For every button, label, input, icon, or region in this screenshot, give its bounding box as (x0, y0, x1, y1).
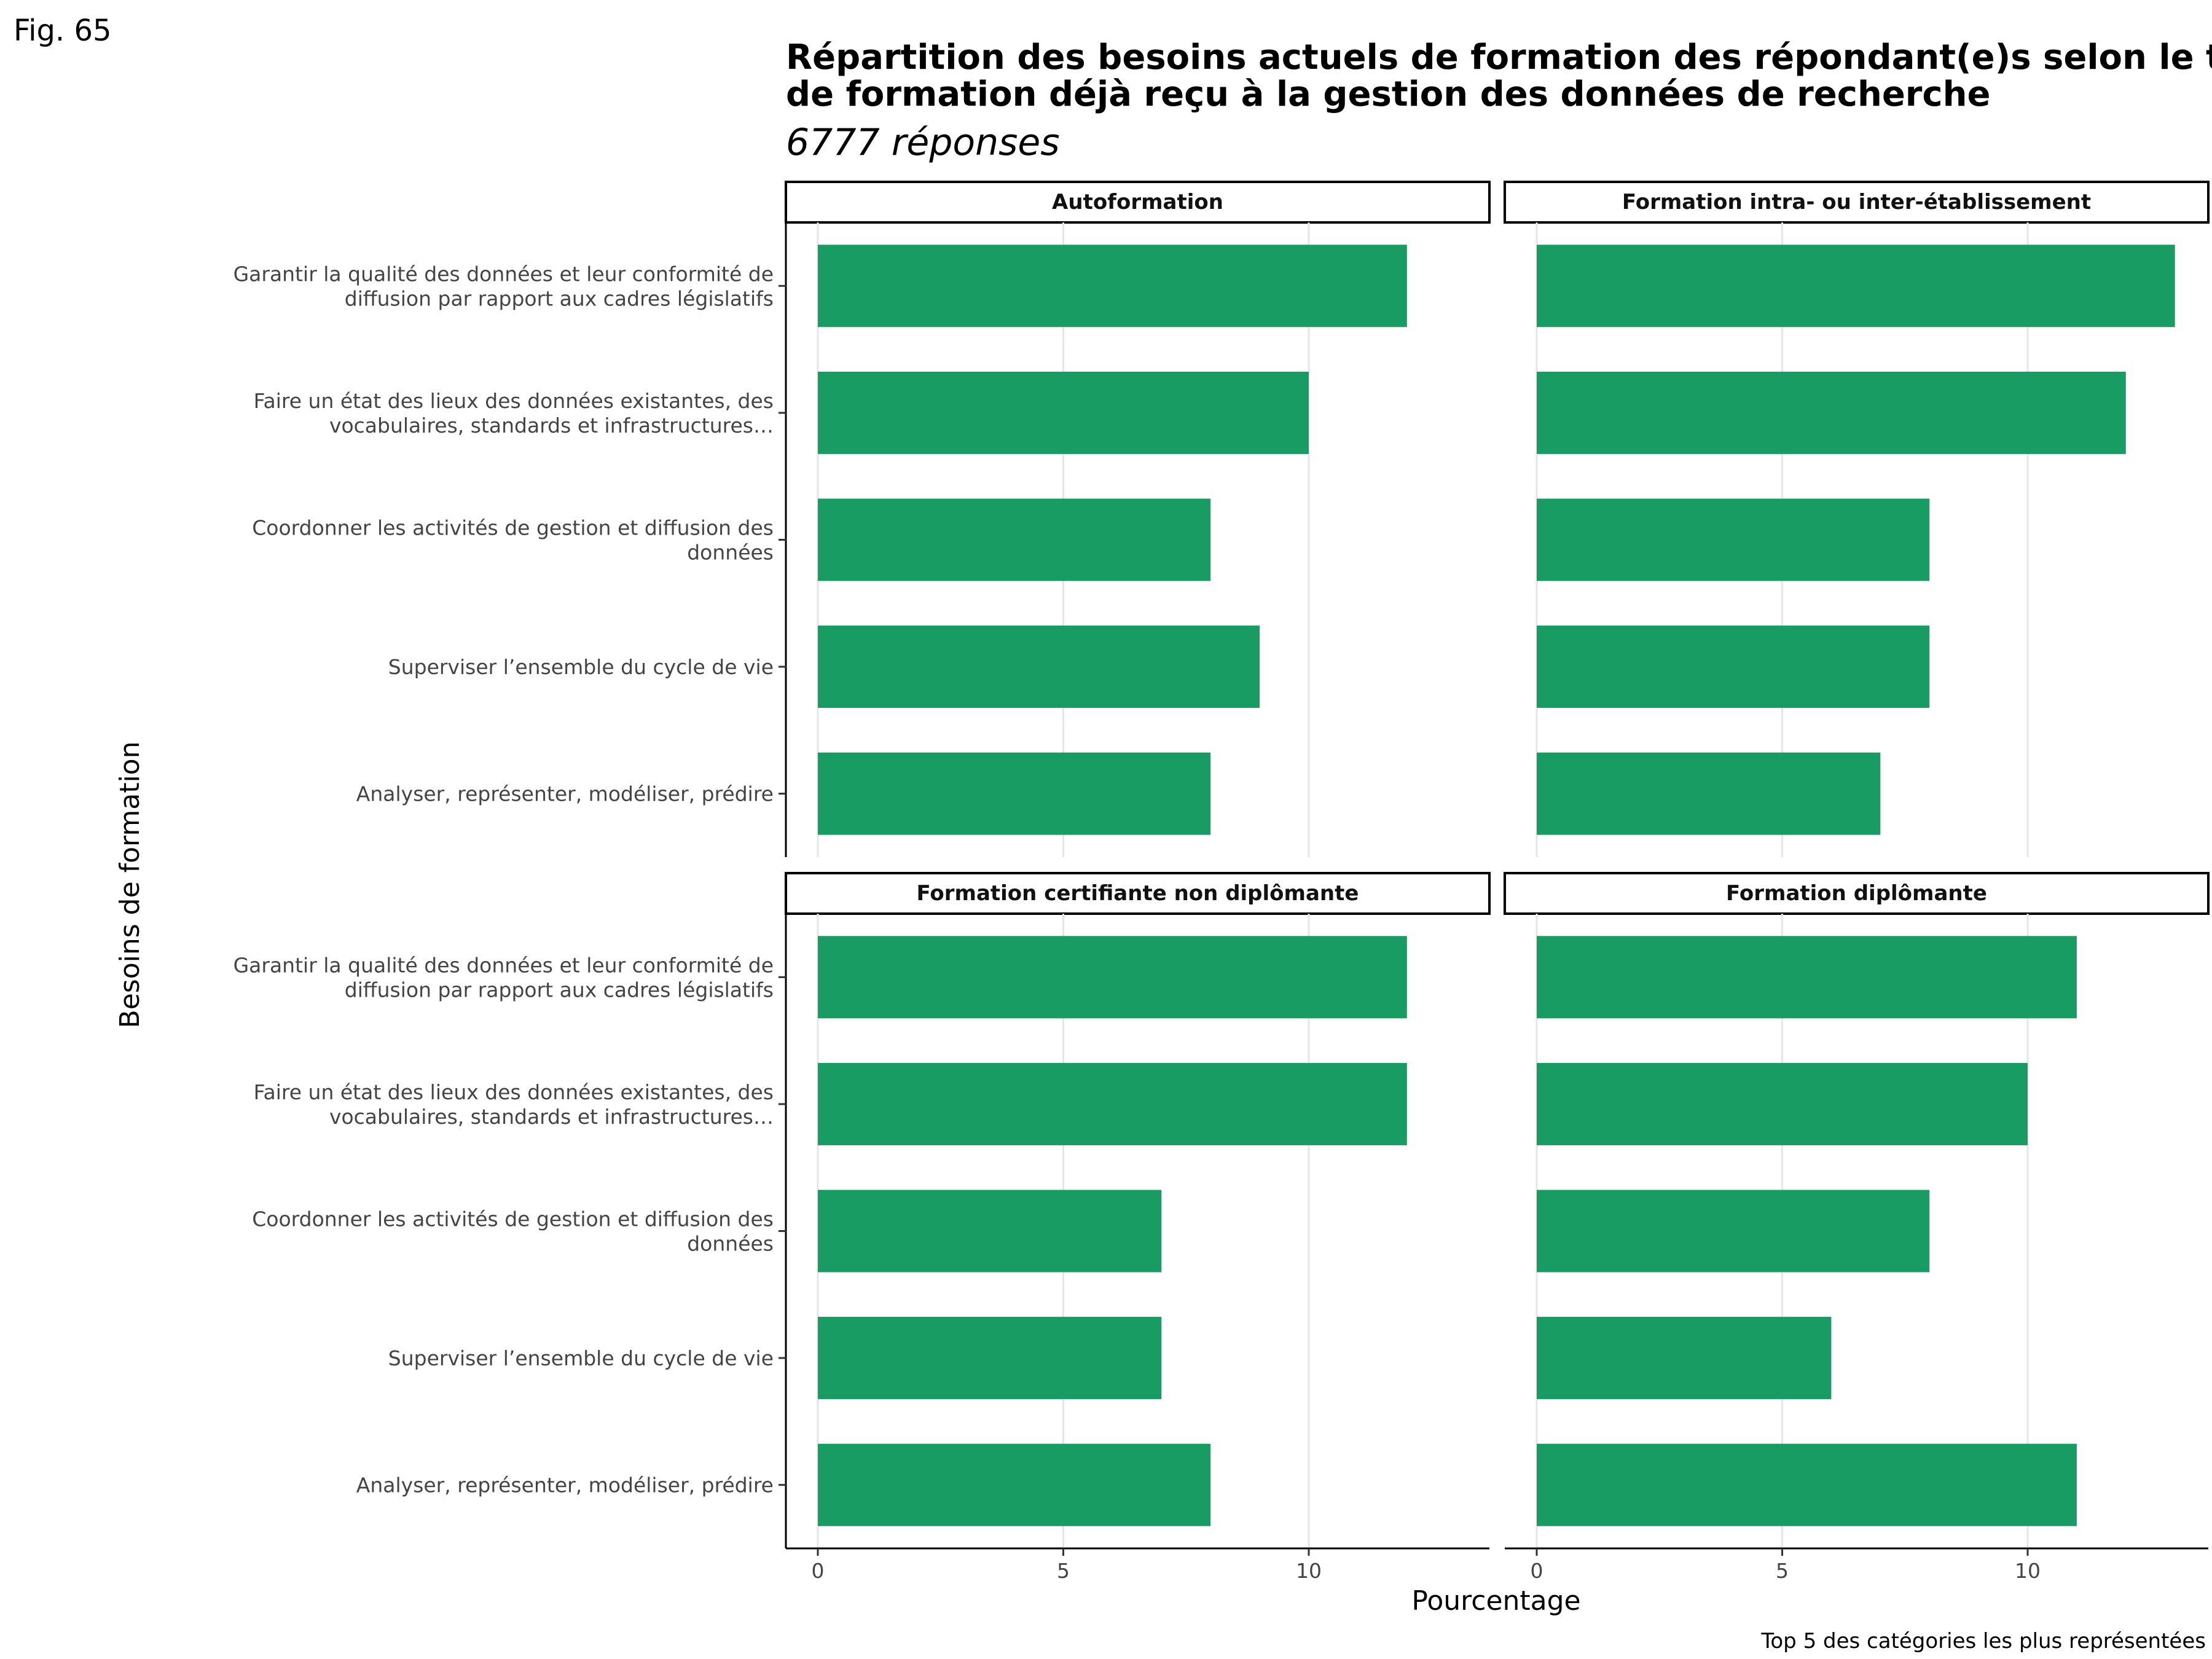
facet-strip-label: Formation diplômante (1726, 881, 1987, 906)
facet-strip (785, 181, 1491, 224)
bar (1537, 245, 2175, 327)
category-label-line: diffusion par rapport aux cadres législa… (345, 286, 774, 310)
bar (1537, 498, 1930, 581)
category-label-line: vocabulaires, standards et infrastructur… (329, 414, 774, 437)
bar (1537, 936, 2077, 1019)
facet-strip (785, 872, 1491, 915)
category-label: Analyser, représenter, modéliser, prédir… (356, 1473, 774, 1497)
bar (1537, 1317, 1832, 1400)
facet-panel: Formation certifiante non diplômante Gara… (233, 872, 1491, 1583)
category-label-line: Faire un état des lieux des données exis… (254, 389, 774, 413)
category-label-line: Analyser, représenter, modéliser, prédir… (356, 782, 774, 806)
bar (818, 1062, 1407, 1145)
chart-subtitle: 6777 réponses (786, 121, 1060, 164)
category-label-line: Coordonner les activités de gestion et d… (252, 1207, 774, 1231)
facet-strip (1504, 181, 2210, 224)
bar (818, 936, 1407, 1019)
x-tick-label: 10 (2015, 1559, 2041, 1583)
bar (1537, 371, 2126, 454)
chart-caption: Top 5 des catégories les plus représenté… (1760, 1629, 2206, 1653)
bar (818, 1443, 1211, 1526)
category-label: Superviser l’ensemble du cycle de vie (388, 1346, 774, 1370)
facet-strip (1504, 872, 2210, 915)
chart-title-line-1: Répartition des besoins actuels de forma… (786, 37, 2212, 77)
category-label: Garantir la qualité des données et leur … (233, 262, 774, 310)
x-axis-title: Pourcentage (1411, 1585, 1580, 1617)
bar (818, 498, 1211, 581)
category-label: Analyser, représenter, modéliser, prédir… (356, 782, 774, 806)
facet-strip-label: Autoformation (1052, 190, 1223, 214)
facet-panel: Formation diplômante 0 5 10 (1504, 872, 2210, 1583)
category-label: Garantir la qualité des données et leur … (233, 953, 774, 1002)
bar (818, 371, 1309, 454)
bar (818, 752, 1211, 835)
category-label-line: Garantir la qualité des données et leur … (233, 262, 774, 286)
category-label: Faire un état des lieux des données exis… (254, 1080, 774, 1129)
category-label-line: données (687, 541, 774, 565)
bar (1537, 752, 1881, 835)
bar (818, 626, 1260, 708)
x-tick-label: 0 (1531, 1559, 1543, 1583)
x-tick-label: 5 (1057, 1559, 1070, 1583)
bar (818, 1317, 1162, 1400)
bar (818, 1190, 1162, 1273)
category-label-line: diffusion par rapport aux cadres législa… (345, 978, 774, 1002)
bar (818, 245, 1407, 327)
category-label: Coordonner les activités de gestion et d… (252, 1207, 774, 1256)
category-label-line: Superviser l’ensemble du cycle de vie (388, 1346, 774, 1370)
x-tick-label: 10 (1296, 1559, 1322, 1583)
chart-title-line-2: de formation déjà reçu à la gestion des … (786, 74, 1990, 114)
bar (1537, 1443, 2077, 1526)
y-axis-title: Besoins de formation (114, 742, 146, 1029)
category-label-line: Faire un état des lieux des données exis… (254, 1080, 774, 1104)
facet-panels: Autoformation Garantir la qualité des don… (233, 181, 2210, 1583)
category-label-line: Analyser, représenter, modéliser, prédir… (356, 1473, 774, 1497)
bar (1537, 1062, 2028, 1145)
x-tick-label: 5 (1776, 1559, 1789, 1583)
category-label-line: vocabulaires, standards et infrastructur… (329, 1105, 774, 1129)
facet-strip-label: Formation certifiante non diplômante (917, 881, 1359, 906)
facet-panel: Formation intra- ou inter-établissement (1504, 181, 2210, 857)
category-label-line: données (687, 1232, 774, 1256)
bar (1537, 1190, 1930, 1273)
category-label-line: Garantir la qualité des données et leur … (233, 953, 774, 977)
category-label: Faire un état des lieux des données exis… (254, 389, 774, 437)
category-label-line: Superviser l’ensemble du cycle de vie (388, 655, 774, 679)
category-label: Coordonner les activités de gestion et d… (252, 516, 774, 565)
bar (1537, 626, 1930, 708)
facet-panel: Autoformation Garantir la qualité des don… (233, 181, 1491, 857)
x-tick-label: 0 (812, 1559, 825, 1583)
figure-label: Fig. 65 (14, 14, 112, 48)
category-label: Superviser l’ensemble du cycle de vie (388, 655, 774, 679)
category-label-line: Coordonner les activités de gestion et d… (252, 516, 774, 540)
facet-strip-label: Formation intra- ou inter-établissement (1622, 190, 2091, 214)
